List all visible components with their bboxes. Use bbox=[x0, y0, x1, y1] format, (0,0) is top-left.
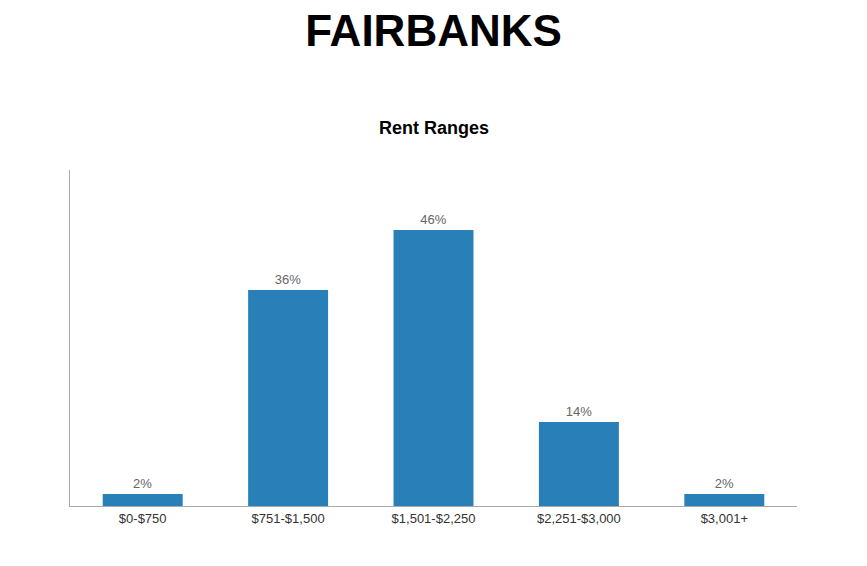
svg-text:$0-$750: $0-$750 bbox=[119, 511, 167, 526]
svg-text:FAIRBANKS: FAIRBANKS bbox=[305, 6, 562, 55]
svg-text:$3,001+: $3,001+ bbox=[701, 511, 748, 526]
svg-text:$751-$1,500: $751-$1,500 bbox=[252, 511, 325, 526]
svg-text:2%: 2% bbox=[715, 476, 734, 491]
svg-text:2%: 2% bbox=[133, 476, 152, 491]
svg-text:$2,251-$3,000: $2,251-$3,000 bbox=[537, 511, 621, 526]
svg-text:46%: 46% bbox=[420, 212, 446, 227]
svg-text:14%: 14% bbox=[566, 404, 592, 419]
svg-text:Rent Ranges: Rent Ranges bbox=[379, 118, 489, 138]
svg-text:36%: 36% bbox=[275, 272, 301, 287]
svg-text:$1,501-$2,250: $1,501-$2,250 bbox=[392, 511, 476, 526]
